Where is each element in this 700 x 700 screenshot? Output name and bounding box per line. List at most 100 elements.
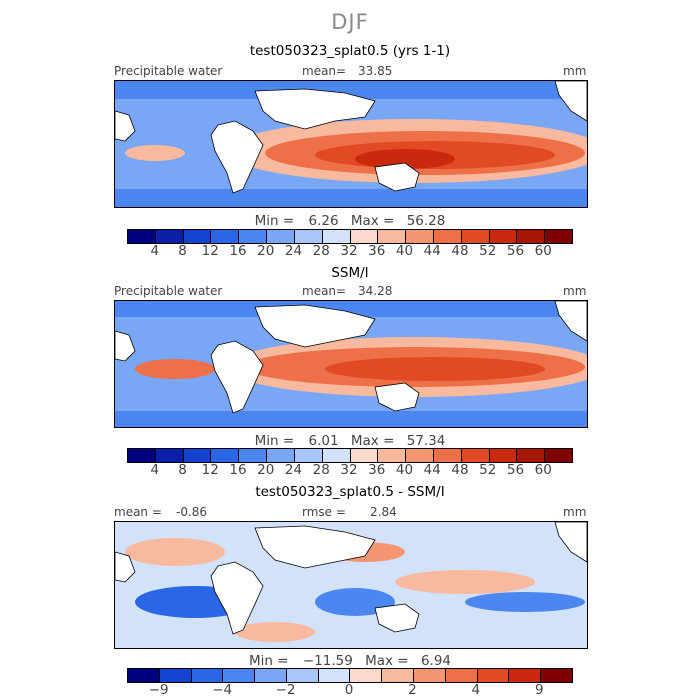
- colorbar-swatch: [489, 230, 518, 243]
- colorbar-swatch: [155, 230, 184, 243]
- colorbar-swatch: [350, 230, 379, 243]
- colorbar-tick-label: 20: [257, 243, 275, 259]
- colorbar-swatch: [155, 449, 184, 462]
- colorbar-swatch: [322, 449, 351, 462]
- colorbar-tick-label: 4: [471, 682, 481, 698]
- colorbar-swatch: [517, 230, 546, 243]
- colorbar-tick-label: 40: [395, 462, 414, 478]
- panel2-variable-label: Precipitable water: [114, 284, 223, 298]
- colorbar-swatch: [128, 449, 156, 462]
- panel2-min-label: Min =: [254, 433, 295, 449]
- colorbar-tick-label: 16: [229, 243, 247, 259]
- panel2-min-value: 6.01: [308, 433, 339, 449]
- panel1-min-label: Min =: [254, 213, 295, 229]
- colorbar-swatch: [445, 669, 478, 682]
- panel3-min-label: Min =: [249, 653, 289, 669]
- colorbar-swatch: [509, 669, 542, 682]
- panel1-min-value: 6.26: [308, 213, 339, 229]
- colorbar-swatch: [183, 449, 212, 462]
- panel1-colorbar: [127, 229, 573, 244]
- colorbar-swatch: [267, 230, 295, 243]
- panel3-field: [115, 522, 587, 648]
- colorbar-swatch: [433, 449, 462, 462]
- panel1-max-label: Max =: [350, 213, 395, 229]
- colorbar-swatch: [414, 669, 446, 682]
- colorbar-tick-label: 52: [479, 462, 497, 478]
- colorbar-tick-label: 12: [201, 243, 219, 259]
- panel3-unit: mm: [563, 505, 587, 519]
- colorbar-swatch: [128, 669, 160, 682]
- panel3-rmse-value: 2.84: [370, 505, 397, 519]
- colorbar-swatch: [489, 449, 518, 462]
- panel3-colorbar-ticks: −9 −4 −2 0 2 4 9: [127, 682, 571, 698]
- panel2-unit: mm: [563, 284, 587, 298]
- colorbar-tick-label: 48: [451, 243, 469, 259]
- colorbar-tick-label: 32: [340, 462, 358, 478]
- season-title: DJF: [331, 10, 369, 34]
- panel1-colorbar-ticks: 4 8 12 16 20 24 28 32 36 40 44 48 52 56 60: [127, 243, 571, 259]
- panel1-mean-label: mean=: [302, 64, 347, 78]
- colorbar-swatch: [350, 669, 383, 682]
- colorbar-swatch: [382, 669, 415, 682]
- colorbar-tick-label: −9: [148, 682, 169, 698]
- colorbar-tick-label: 24: [284, 462, 303, 478]
- colorbar-tick-label: 12: [201, 462, 219, 478]
- panel3-map: [114, 521, 588, 649]
- panel1-title: test050323_splat0.5 (yrs 1-1): [249, 43, 451, 59]
- colorbar-tick-label: 24: [284, 243, 303, 259]
- colorbar-tick-label: 20: [257, 462, 275, 478]
- colorbar-swatch: [461, 230, 490, 243]
- colorbar-swatch: [239, 230, 268, 243]
- colorbar-tick-label: 8: [178, 462, 187, 478]
- panel1-unit: mm: [563, 64, 587, 78]
- panel3-colorbar: [127, 668, 573, 683]
- colorbar-tick-label: 40: [395, 243, 414, 259]
- panel3-max-value: 6.94: [420, 653, 451, 669]
- colorbar-tick-label: 60: [534, 243, 552, 259]
- panel2-title: SSM/I: [331, 265, 369, 281]
- colorbar-swatch: [223, 669, 256, 682]
- colorbar-swatch: [350, 449, 379, 462]
- panel3-mean-label: mean =: [114, 505, 162, 519]
- colorbar-tick-label: 4: [150, 462, 160, 478]
- panel2-mean-value: 34.28: [358, 284, 393, 298]
- colorbar-swatch: [294, 449, 323, 462]
- colorbar-tick-label: 4: [150, 243, 160, 259]
- colorbar-tick-label: 28: [312, 243, 330, 259]
- colorbar-swatch: [239, 449, 268, 462]
- panel1-map: [114, 80, 588, 208]
- panel3-max-label: Max =: [365, 653, 409, 669]
- colorbar-tick-label: 56: [506, 243, 525, 259]
- colorbar-swatch: [211, 449, 240, 462]
- colorbar-tick-label: −4: [212, 682, 233, 698]
- panel2-max-label: Max =: [350, 433, 395, 449]
- colorbar-tick-label: 32: [340, 243, 358, 259]
- panel2-colorbar-ticks: 4 8 12 16 20 24 28 32 36 40 44 48 52 56 60: [127, 462, 571, 478]
- panel1-max-value: 56.28: [406, 213, 446, 229]
- colorbar-tick-label: 28: [312, 462, 330, 478]
- panel1-variable-label: Precipitable water: [114, 64, 223, 78]
- panel2-minmax: Min = 6.01 Max = 57.34: [0, 433, 700, 449]
- colorbar-swatch: [267, 449, 295, 462]
- colorbar-swatch: [159, 669, 192, 682]
- colorbar-tick-label: 48: [451, 462, 469, 478]
- colorbar-swatch: [211, 230, 240, 243]
- colorbar-tick-label: 2: [408, 682, 417, 698]
- panel3-minmax: Min = −11.59 Max = 6.94: [0, 653, 700, 669]
- panel2-map: [114, 300, 588, 428]
- colorbar-tick-label: 36: [368, 462, 386, 478]
- colorbar-swatch: [545, 230, 572, 243]
- colorbar-tick-label: 44: [423, 243, 441, 259]
- colorbar-swatch: [461, 449, 490, 462]
- panel1-field: [115, 81, 587, 207]
- colorbar-swatch: [128, 230, 156, 243]
- colorbar-swatch: [255, 669, 287, 682]
- colorbar-tick-label: 44: [423, 462, 441, 478]
- colorbar-tick-label: 36: [368, 243, 386, 259]
- colorbar-tick-label: 0: [344, 682, 354, 698]
- colorbar-swatch: [183, 230, 212, 243]
- colorbar-swatch: [406, 449, 434, 462]
- colorbar-tick-label: 16: [229, 462, 247, 478]
- colorbar-swatch: [318, 669, 351, 682]
- panel2-mean-label: mean=: [302, 284, 347, 298]
